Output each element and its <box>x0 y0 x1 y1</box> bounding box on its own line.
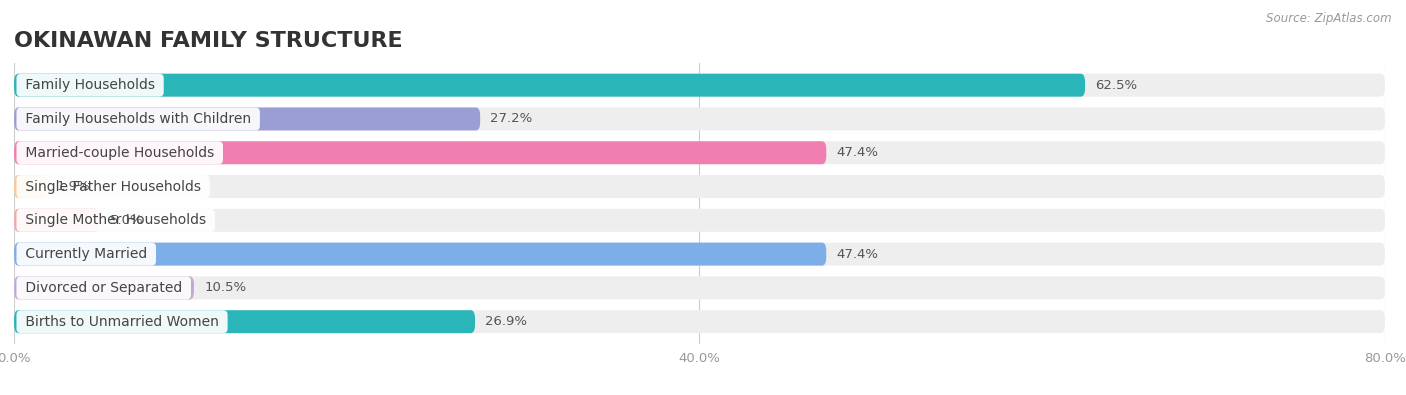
FancyBboxPatch shape <box>14 175 1385 198</box>
Text: Family Households: Family Households <box>21 78 159 92</box>
FancyBboxPatch shape <box>14 276 194 299</box>
FancyBboxPatch shape <box>14 310 475 333</box>
Text: Family Households with Children: Family Households with Children <box>21 112 256 126</box>
Text: Births to Unmarried Women: Births to Unmarried Women <box>21 315 224 329</box>
FancyBboxPatch shape <box>14 310 1385 333</box>
FancyBboxPatch shape <box>14 141 827 164</box>
Text: Source: ZipAtlas.com: Source: ZipAtlas.com <box>1267 12 1392 25</box>
Text: Currently Married: Currently Married <box>21 247 152 261</box>
Text: Divorced or Separated: Divorced or Separated <box>21 281 187 295</box>
FancyBboxPatch shape <box>14 74 1385 97</box>
Text: 47.4%: 47.4% <box>837 248 879 261</box>
Text: 10.5%: 10.5% <box>204 281 246 294</box>
Text: 5.0%: 5.0% <box>110 214 143 227</box>
FancyBboxPatch shape <box>14 175 46 198</box>
FancyBboxPatch shape <box>14 209 100 232</box>
Text: 27.2%: 27.2% <box>491 113 533 126</box>
Text: 62.5%: 62.5% <box>1095 79 1137 92</box>
FancyBboxPatch shape <box>14 276 1385 299</box>
Text: Married-couple Households: Married-couple Households <box>21 146 218 160</box>
FancyBboxPatch shape <box>14 141 1385 164</box>
Text: 26.9%: 26.9% <box>485 315 527 328</box>
FancyBboxPatch shape <box>14 243 1385 265</box>
Text: 47.4%: 47.4% <box>837 146 879 159</box>
FancyBboxPatch shape <box>14 74 1085 97</box>
Text: Single Father Households: Single Father Households <box>21 180 205 194</box>
Text: Single Mother Households: Single Mother Households <box>21 213 211 227</box>
Text: 1.9%: 1.9% <box>56 180 90 193</box>
Text: OKINAWAN FAMILY STRUCTURE: OKINAWAN FAMILY STRUCTURE <box>14 30 402 51</box>
FancyBboxPatch shape <box>14 107 1385 130</box>
FancyBboxPatch shape <box>14 107 481 130</box>
FancyBboxPatch shape <box>14 209 1385 232</box>
FancyBboxPatch shape <box>14 243 827 265</box>
